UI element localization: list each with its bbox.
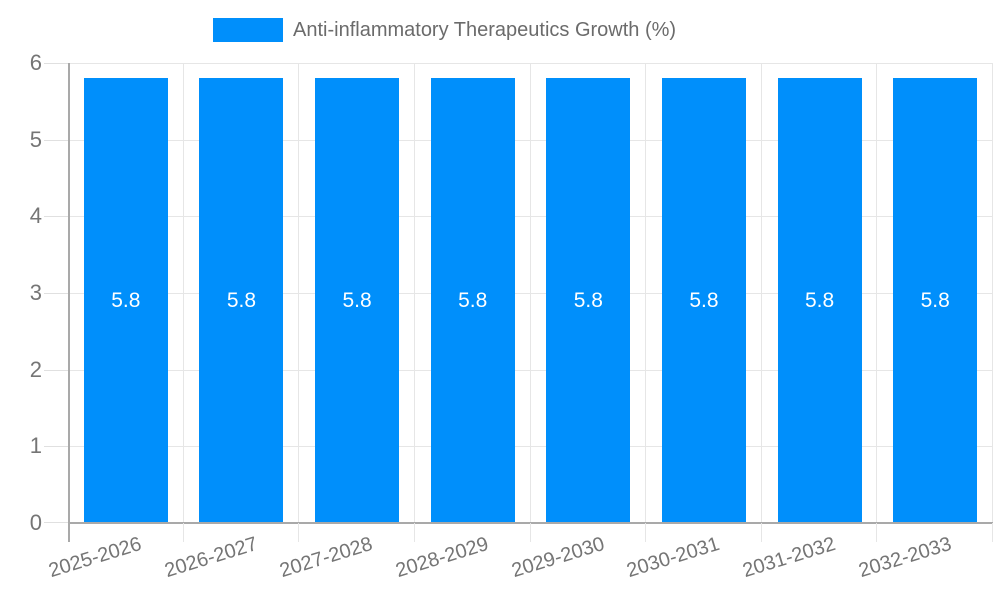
x-tick-mark	[646, 523, 762, 542]
x-axis-baseline	[68, 522, 993, 524]
gridline-horizontal	[68, 216, 993, 218]
bar-slot: 5.8	[184, 63, 300, 523]
bar-slot: 5.8	[415, 63, 531, 523]
y-tick-mark	[44, 63, 68, 64]
y-axis-line	[68, 63, 70, 542]
bar-slot: 5.8	[762, 63, 878, 523]
bar-2027-2028: 5.8	[315, 78, 400, 523]
gridline-vertical	[68, 63, 184, 523]
x-tick-mark	[415, 523, 531, 542]
gridline-horizontal	[68, 139, 993, 141]
y-axis-tick-label: 0	[29, 510, 42, 535]
legend-label: Anti-inflammatory Therapeutics Growth (%…	[293, 18, 677, 41]
gridline-horizontal	[68, 369, 993, 371]
x-tick-mark	[68, 523, 184, 542]
bar-value-label: 5.8	[226, 288, 257, 312]
y-axis-tick-label: 2	[29, 356, 42, 382]
bar-slot: 5.8	[646, 63, 762, 523]
y-tick-mark	[44, 216, 68, 218]
x-axis-label-cell: 2032-2033	[856, 527, 993, 600]
bar-2031-2032: 5.8	[777, 78, 862, 523]
bar-value-label: 5.8	[573, 288, 603, 312]
y-tick-mark	[44, 293, 68, 294]
bar-slot: 5.8	[877, 63, 993, 523]
x-tick-mark	[299, 523, 415, 542]
gridline-vertical	[415, 63, 531, 523]
gridline-vertical	[762, 63, 878, 523]
y-tick-mark	[44, 522, 68, 523]
x-tick-mark	[762, 523, 878, 542]
x-tick-mark	[877, 523, 993, 542]
y-axis-tick-marks	[44, 63, 68, 523]
gridline-horizontal	[68, 446, 993, 448]
bar-value-label: 5.8	[804, 288, 835, 312]
bar-value-label: 5.8	[111, 288, 141, 312]
x-tick-mark	[531, 523, 647, 542]
x-axis-tick-marks	[68, 523, 993, 542]
plot-area: 5.8 5.8 5.8 5.8 5.8	[44, 63, 993, 542]
x-axis: 2025-2026 2026-2027 2027-2028 2028-2029 …	[46, 527, 993, 600]
gridline-horizontal	[68, 63, 993, 64]
bar-series: 5.8 5.8 5.8 5.8 5.8	[68, 63, 993, 523]
bar-value-label: 5.8	[689, 288, 719, 312]
bar-2028-2029: 5.8	[430, 78, 515, 523]
bar-value-label: 5.8	[342, 288, 372, 312]
gridline-vertical	[877, 63, 993, 523]
bar-value-label: 5.8	[920, 288, 950, 312]
gridline-vertical	[531, 63, 647, 523]
gridline-horizontal	[68, 293, 993, 294]
bar-2032-2033: 5.8	[893, 78, 978, 523]
bar-slot: 5.8	[68, 63, 184, 523]
x-tick-mark	[184, 523, 300, 542]
bar-2026-2027: 5.8	[199, 78, 284, 523]
y-tick-mark	[44, 446, 68, 448]
bar-2030-2031: 5.8	[661, 78, 746, 523]
y-axis-tick-label: 1	[29, 433, 42, 459]
bar-2025-2026: 5.8	[83, 78, 168, 523]
gridline-vertical	[646, 63, 762, 523]
bar-2029-2030: 5.8	[546, 78, 631, 523]
bar-value-label: 5.8	[458, 288, 488, 312]
bar-slot: 5.8	[299, 63, 415, 523]
y-tick-mark	[44, 139, 68, 141]
y-tick-mark	[44, 369, 68, 371]
gridlines-vertical	[68, 63, 993, 523]
y-axis-tick-label: 4	[29, 203, 42, 229]
y-axis-tick-label: 5	[29, 126, 42, 152]
gridline-vertical	[299, 63, 415, 523]
x-axis-tick-label: 2025-2026	[46, 533, 145, 583]
bar-slot: 5.8	[531, 63, 647, 523]
y-axis-tick-label: 6	[29, 50, 42, 75]
legend-swatch	[213, 18, 283, 42]
gridline-vertical	[184, 63, 300, 523]
legend[interactable]: Anti-inflammatory Therapeutics Growth (%…	[213, 18, 676, 42]
y-axis: 6 5 4 3 2 1 0	[0, 52, 42, 534]
y-axis-tick-label: 3	[29, 280, 42, 305]
